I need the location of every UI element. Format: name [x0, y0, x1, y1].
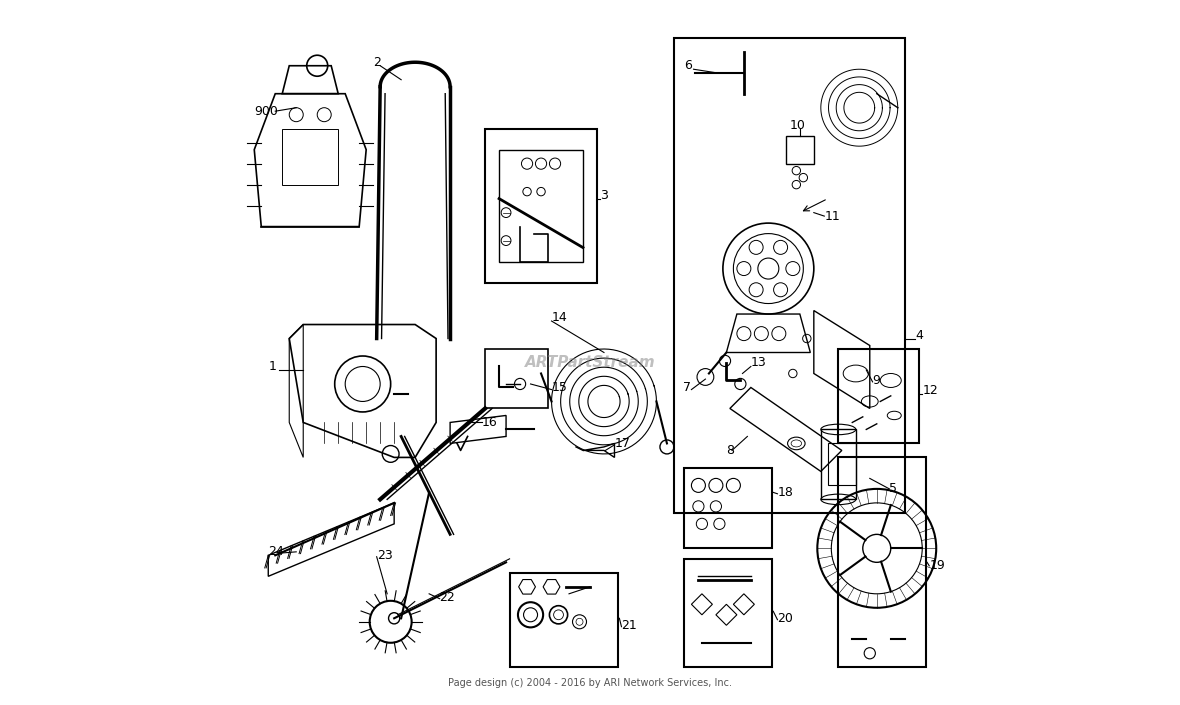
Text: 12: 12 [923, 384, 938, 398]
Bar [828, 443, 855, 486]
Bar [838, 458, 926, 667]
Bar [674, 38, 905, 513]
Bar [510, 573, 618, 667]
Text: Page design (c) 2004 - 2016 by ARI Network Services, Inc.: Page design (c) 2004 - 2016 by ARI Netwo… [448, 678, 732, 688]
Bar [485, 349, 548, 408]
Text: 4: 4 [916, 329, 923, 341]
Bar [485, 129, 597, 283]
Bar [684, 559, 772, 667]
Text: 18: 18 [778, 486, 793, 499]
Bar [838, 349, 919, 443]
Text: 900: 900 [254, 104, 278, 118]
Text: 13: 13 [750, 357, 767, 369]
Text: 20: 20 [778, 612, 793, 625]
Text: 2: 2 [373, 56, 381, 68]
Text: 1: 1 [268, 360, 276, 373]
Bar [821, 429, 856, 499]
Text: 24: 24 [268, 546, 284, 558]
Text: 6: 6 [684, 59, 693, 72]
Text: 15: 15 [551, 381, 568, 394]
Text: 14: 14 [551, 311, 568, 324]
Text: 5: 5 [890, 482, 897, 496]
Text: 11: 11 [825, 209, 840, 223]
Text: 8: 8 [727, 444, 734, 457]
Text: 19: 19 [929, 559, 945, 572]
Text: 23: 23 [376, 548, 393, 562]
Text: 10: 10 [789, 118, 805, 132]
Bar [684, 468, 772, 548]
Text: 16: 16 [481, 416, 497, 429]
Text: 17: 17 [615, 437, 630, 450]
Bar [282, 129, 339, 185]
Text: 22: 22 [440, 591, 455, 603]
Text: 21: 21 [622, 619, 637, 632]
Text: 9: 9 [872, 374, 880, 387]
Text: 7: 7 [683, 381, 691, 394]
Text: 3: 3 [601, 189, 609, 202]
Text: ARTPartStream: ARTPartStream [525, 355, 655, 371]
